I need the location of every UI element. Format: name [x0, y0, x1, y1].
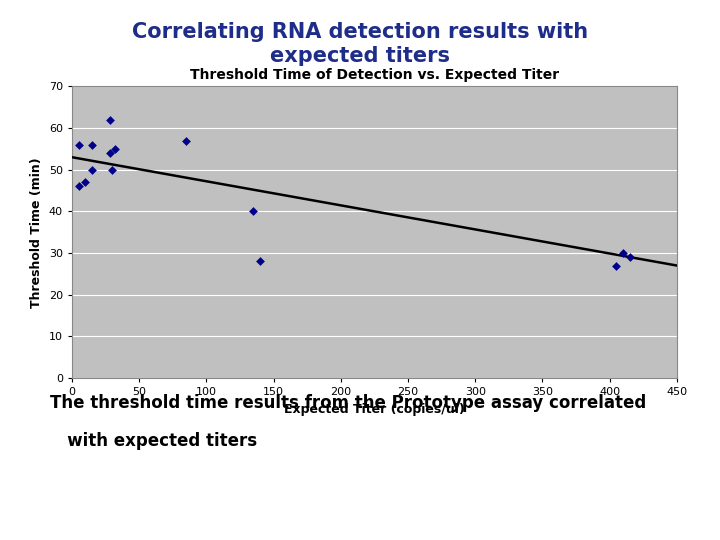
- Point: [104, 148, 115, 157]
- Text: The threshold time results from the Prototype assay correlated: The threshold time results from the Prot…: [50, 394, 647, 412]
- Y-axis label: Threshold Time (min): Threshold Time (min): [30, 157, 43, 307]
- Point: [254, 257, 266, 266]
- Point: [611, 261, 622, 270]
- Point: [107, 165, 118, 174]
- Point: [248, 207, 259, 215]
- Point: [104, 116, 115, 124]
- Point: [181, 136, 192, 145]
- Text: Correlating RNA detection results with
expected titers: Correlating RNA detection results with e…: [132, 22, 588, 66]
- Point: [86, 165, 98, 174]
- Point: [617, 249, 629, 258]
- Point: [73, 182, 84, 191]
- Point: [624, 253, 636, 261]
- Point: [80, 178, 91, 186]
- Text: with expected titers: with expected titers: [50, 432, 258, 450]
- X-axis label: Expected Titer (copies/ul): Expected Titer (copies/ul): [284, 403, 465, 416]
- Point: [86, 140, 98, 149]
- Point: [109, 145, 121, 153]
- Title: Threshold Time of Detection vs. Expected Titer: Threshold Time of Detection vs. Expected…: [190, 69, 559, 83]
- Point: [73, 140, 84, 149]
